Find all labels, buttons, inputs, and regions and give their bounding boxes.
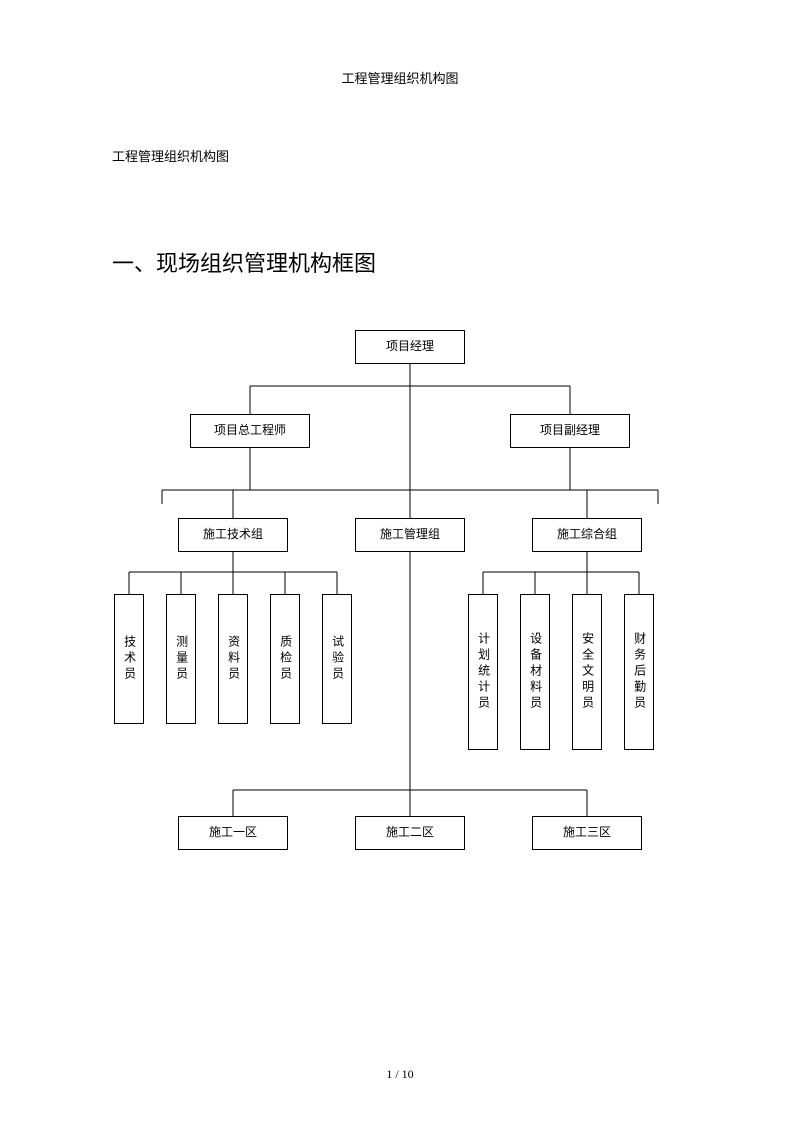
node-v1: 技术员 xyxy=(114,594,144,724)
node-z3: 施工三区 xyxy=(532,816,642,850)
node-l3a: 施工技术组 xyxy=(178,518,288,552)
node-l2b: 项目副经理 xyxy=(510,414,630,448)
node-v9: 财务后勤员 xyxy=(624,594,654,750)
node-l3b: 施工管理组 xyxy=(355,518,465,552)
node-root: 项目经理 xyxy=(355,330,465,364)
node-v8: 安全文明员 xyxy=(572,594,602,750)
node-v6: 计划统计员 xyxy=(468,594,498,750)
sub-header: 工程管理组织机构图 xyxy=(112,146,229,165)
node-v5: 试验员 xyxy=(322,594,352,724)
node-v4: 质检员 xyxy=(270,594,300,724)
node-v7: 设备材料员 xyxy=(520,594,550,750)
section-title: 一、现场组织管理机构框图 xyxy=(112,246,376,278)
node-z1: 施工一区 xyxy=(178,816,288,850)
page-footer: 1 / 10 xyxy=(0,1067,800,1082)
node-l3c: 施工综合组 xyxy=(532,518,642,552)
org-chart: 项目经理项目总工程师 项目副经理施工技术组 施工管理组 施工综合组技术员测量员资料员质… xyxy=(112,330,708,890)
node-v3: 资料员 xyxy=(218,594,248,724)
node-z2: 施工二区 xyxy=(355,816,465,850)
page-header: 工程管理组织机构图 xyxy=(0,0,800,87)
node-v2: 测量员 xyxy=(166,594,196,724)
node-l2a: 项目总工程师 xyxy=(190,414,310,448)
